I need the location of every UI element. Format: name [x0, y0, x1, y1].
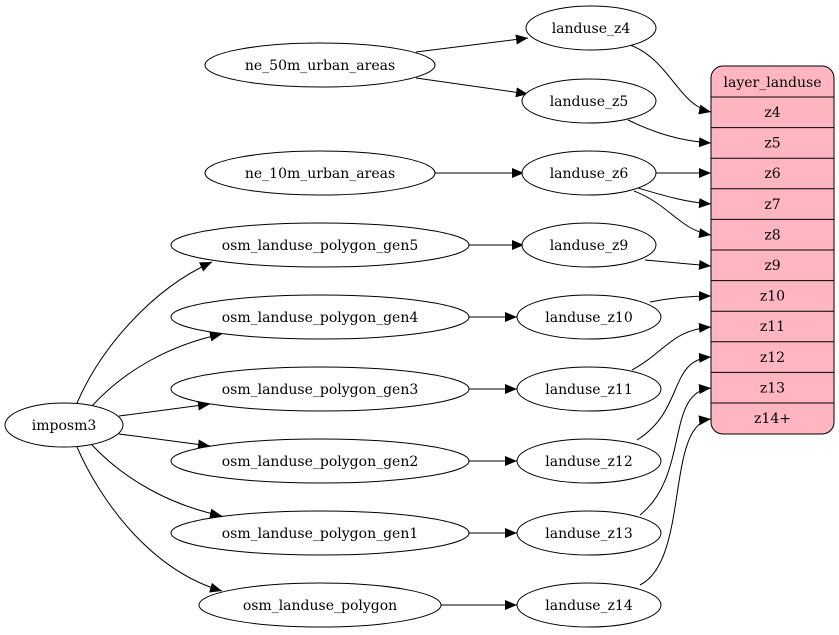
node-gen2[interactable]: osm_landuse_polygon_gen2	[170, 438, 470, 484]
edge-z14-layer	[639, 415, 712, 586]
node-label: landuse_z11	[545, 382, 632, 398]
edge-imposm3-gen4	[91, 331, 223, 407]
node-label: landuse_z13	[545, 526, 632, 542]
node-landuse-z4[interactable]: landuse_z4	[525, 5, 657, 51]
node-label: landuse_z9	[550, 238, 629, 254]
edge-z6-z7-layer	[637, 187, 712, 209]
layer-field-z4[interactable]: z4	[764, 105, 780, 121]
layer-field-z9[interactable]: z9	[764, 258, 780, 274]
node-ne-50m-urban-areas[interactable]: ne_50m_urban_areas	[204, 42, 436, 88]
node-label: landuse_z5	[550, 94, 629, 110]
layer-field-z13[interactable]: z13	[760, 380, 785, 396]
edge-imposm3-gen3	[118, 400, 211, 417]
layer-field-z14-plus[interactable]: z14+	[754, 411, 791, 427]
node-gen4[interactable]: osm_landuse_polygon_gen4	[170, 294, 470, 340]
edges	[76, 34, 712, 610]
node-label: osm_landuse_polygon_gen4	[222, 310, 419, 326]
node-gen5[interactable]: osm_landuse_polygon_gen5	[170, 222, 470, 268]
node-gen1[interactable]: osm_landuse_polygon_gen1	[170, 510, 470, 556]
node-label: ne_50m_urban_areas	[245, 58, 395, 74]
node-layer-landuse[interactable]: layer_landuse z4 z5 z6 z7 z8 z9 z10 z11 z12 z13 z1…	[710, 65, 835, 435]
edge-z6-z8-layer	[633, 190, 712, 239]
layer-field-z8[interactable]: z8	[764, 227, 780, 243]
node-imposm3[interactable]: imposm3	[4, 402, 124, 448]
node-label: osm_landuse_polygon_gen5	[222, 238, 419, 254]
edge-z5-layer	[627, 119, 712, 148]
edge-z12-layer	[636, 352, 712, 441]
layer-field-z11[interactable]: z11	[760, 319, 785, 335]
node-label: landuse_z12	[545, 454, 632, 470]
layer-title: layer_landuse	[724, 75, 822, 91]
node-label: ne_10m_urban_areas	[245, 166, 395, 182]
node-landuse-z5[interactable]: landuse_z5	[521, 78, 657, 124]
node-landuse-z13[interactable]: landuse_z13	[516, 510, 662, 556]
node-label: landuse_z10	[545, 310, 632, 326]
node-label: landuse_z6	[550, 166, 629, 182]
layer-field-z12[interactable]: z12	[760, 350, 785, 366]
edge-imposm3-gen2	[118, 433, 211, 450]
edge-z11-layer	[631, 322, 712, 371]
edge-ne50m-z5	[415, 77, 529, 98]
edge-z9-layer	[644, 259, 712, 270]
node-label: osm_landuse_polygon_gen2	[222, 454, 419, 470]
node-label: osm_landuse_polygon_gen1	[222, 526, 419, 542]
layer-field-z5[interactable]: z5	[764, 136, 780, 152]
node-label: imposm3	[32, 418, 97, 434]
edge-imposm3-osm	[76, 446, 223, 593]
edge-ne50m-z4	[415, 34, 529, 53]
edge-z13-layer	[639, 384, 712, 516]
node-label: landuse_z14	[545, 598, 633, 614]
node-gen3[interactable]: osm_landuse_polygon_gen3	[170, 366, 470, 412]
layer-field-z10[interactable]: z10	[760, 289, 785, 305]
edge-imposm3-gen1	[91, 444, 223, 519]
node-landuse-z12[interactable]: landuse_z12	[516, 438, 662, 484]
edge-z10-layer	[649, 291, 712, 303]
edge-imposm3-gen5	[76, 261, 213, 404]
node-landuse-z11[interactable]: landuse_z11	[516, 366, 662, 412]
node-landuse-z9[interactable]: landuse_z9	[521, 222, 657, 268]
node-landuse-z10[interactable]: landuse_z10	[516, 294, 662, 340]
layer-field-z6[interactable]: z6	[764, 166, 780, 182]
node-landuse-z6[interactable]: landuse_z6	[521, 150, 657, 196]
node-landuse-z14[interactable]: landuse_z14	[516, 582, 662, 628]
node-label: osm_landuse_polygon	[243, 598, 397, 614]
node-label: landuse_z4	[552, 21, 631, 37]
edge-z4-layer	[629, 44, 712, 115]
node-label: osm_landuse_polygon_gen3	[222, 382, 419, 398]
layer-field-z7[interactable]: z7	[764, 197, 780, 213]
node-osm-landuse-polygon[interactable]: osm_landuse_polygon	[198, 582, 442, 628]
node-ne-10m-urban-areas[interactable]: ne_10m_urban_areas	[204, 150, 436, 196]
